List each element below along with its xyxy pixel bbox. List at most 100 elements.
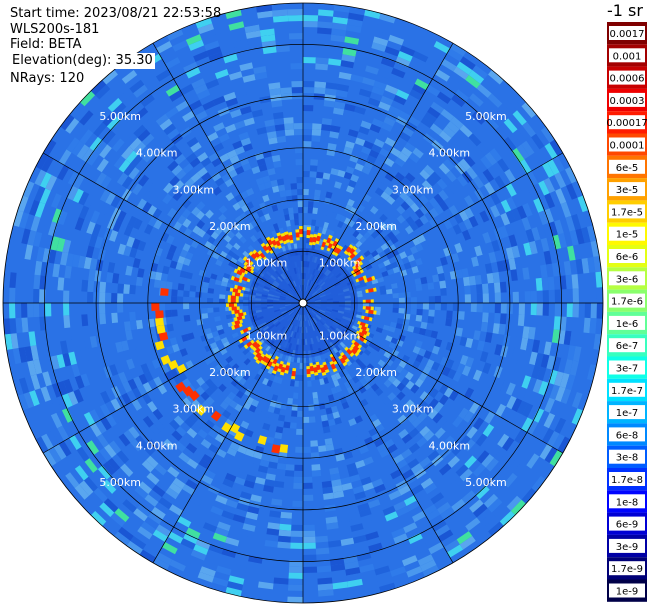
range-gate-cell [117,293,124,303]
range-gate-cell [177,516,192,528]
range-gate-cell [357,502,370,512]
range-gate-cell [171,430,183,442]
range-gate-cell [225,314,233,320]
range-gate-cell [412,543,429,556]
range-gate-cell [522,267,530,280]
range-gate-cell [295,159,303,166]
range-gate-cell [71,363,81,378]
aerosol-cell [252,351,258,356]
aerosol-cell [155,317,164,327]
range-gate-cell [264,181,272,189]
range-gate-cell [133,84,148,98]
range-gate-cell [219,294,226,299]
range-gate-cell [423,111,438,124]
aerosol-cell [229,287,234,292]
range-gate-cell [552,234,562,250]
aerosol-cell [257,250,263,255]
range-gate-cell [238,377,247,386]
range-gate-cell [19,377,30,394]
colorbar-label-bg [609,427,645,442]
range-gate-cell [506,95,522,111]
range-gate-cell [407,458,420,470]
range-gate-cell [355,217,363,226]
range-label: 5.00km [465,110,507,123]
range-gate-cell [315,177,323,185]
range-gate-cell [426,84,441,97]
range-gate-cell [190,172,202,183]
range-gate-cell [521,417,533,432]
aerosol-cell [236,269,243,276]
range-gate-cell [356,552,372,562]
range-gate-cell [392,303,399,309]
aerosol-cell [298,226,303,230]
range-gate-cell [367,499,381,509]
colorbar-label: 1e-5 [616,230,639,241]
range-gate-cell [418,401,429,412]
range-gate-cell [312,391,319,399]
aerosol-cell [368,309,374,315]
range-gate-cell [103,498,119,513]
range-gate-cell [247,254,254,262]
colorbar-label-bg [609,382,645,397]
range-gate-cell [394,157,406,168]
range-gate-cell [499,281,507,293]
range-gate-cell [254,190,263,199]
range-gate-cell [250,242,258,250]
range-gate-cell [487,282,495,294]
range-gate-cell [404,141,416,153]
range-gate-cell [438,200,449,212]
range-gate-cell [265,411,274,419]
range-gate-cell [245,281,253,287]
aerosol-cell [338,355,343,360]
range-gate-cell [204,419,215,430]
range-gate-cell [178,372,188,382]
range-gate-cell [41,433,54,450]
range-gate-cell [408,442,421,454]
range-gate-cell [468,247,477,258]
range-gate-cell [88,269,96,282]
range-gate-cell [199,29,216,40]
aerosol-cell [233,276,240,283]
range-gate-cell [484,151,498,166]
range-gate-cell [114,531,131,546]
aerosol-cell [155,310,164,319]
range-gate-cell [94,236,104,249]
range-gate-cell [103,444,117,458]
range-gate-cell [271,154,281,163]
range-gate-cell [343,380,351,389]
range-gate-cell [511,147,525,163]
range-gate-cell [111,138,125,152]
range-gate-cell [165,84,180,97]
range-gate-cell [216,521,231,532]
aerosol-cell [373,287,377,292]
range-gate-cell [247,353,255,361]
range-gate-cell [445,341,454,352]
range-gate-cell [303,356,307,363]
range-gate-cell [219,367,228,376]
range-gate-cell [254,445,265,454]
range-gate-cell [275,216,282,224]
range-gate-cell [102,479,117,494]
range-gate-cell [13,210,24,227]
range-gate-cell [369,413,379,423]
range-gate-cell [33,288,40,303]
range-gate-cell [443,247,452,257]
range-gate-cell [334,372,342,380]
range-gate-cell [297,189,303,196]
range-gate-cell [298,374,303,381]
range-gate-cell [202,100,216,111]
range-gate-cell [254,71,268,80]
range-gate-cell [346,134,357,144]
range-gate-cell [318,589,334,597]
range-gate-cell [201,287,209,293]
range-gate-cell [373,80,387,91]
range-gate-cell [24,346,34,362]
range-gate-cell [380,57,396,68]
range-gate-cell [318,9,334,17]
range-gate-cell [479,210,490,223]
range-gate-cell [62,393,73,408]
range-gate-cell [399,191,410,202]
range-gate-cell [549,139,563,156]
range-gate-cell [516,386,528,401]
range-gate-cell [327,418,336,427]
